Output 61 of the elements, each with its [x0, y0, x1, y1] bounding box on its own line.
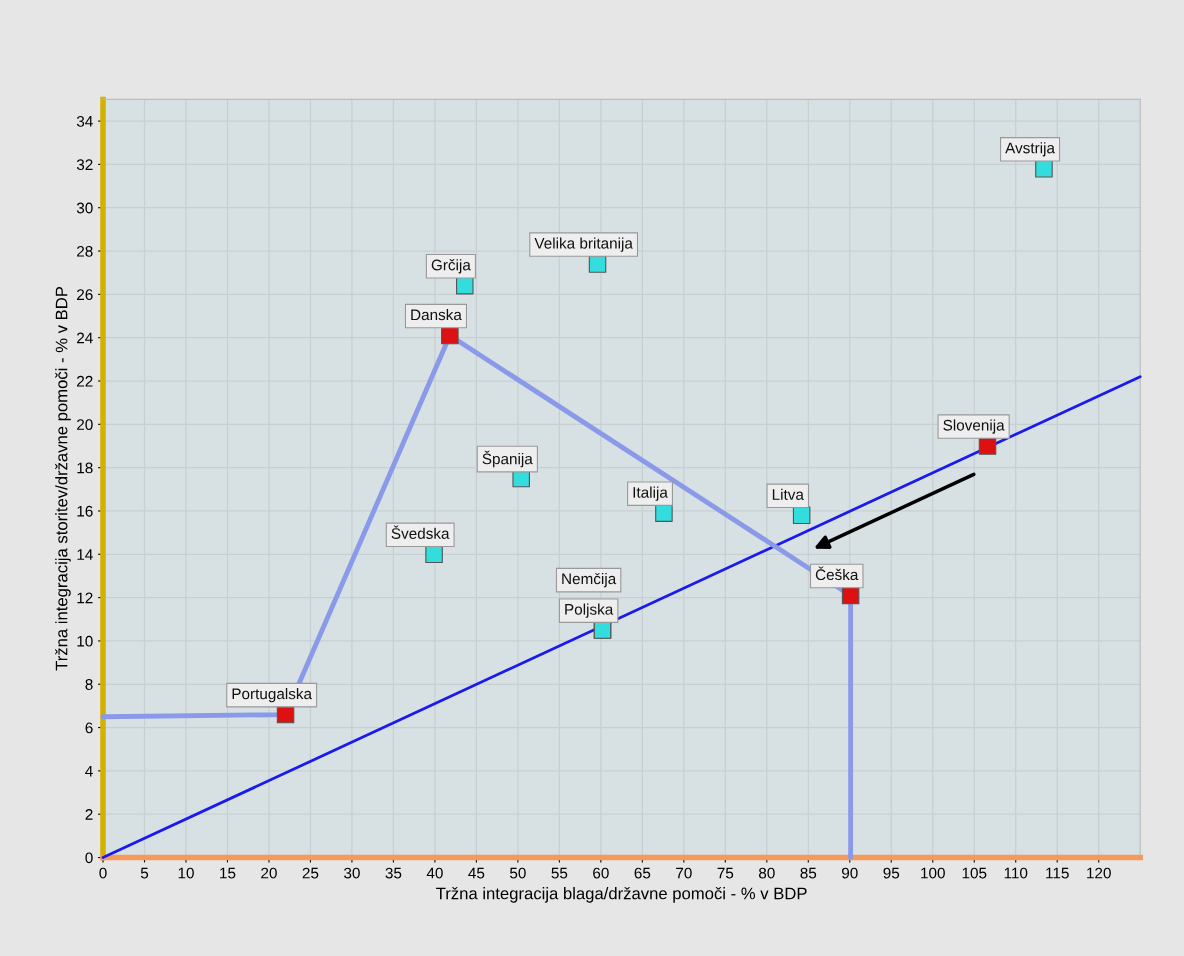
y-tick-label: 6 — [85, 722, 93, 734]
x-tick-label: 85 — [800, 867, 817, 879]
point — [425, 545, 443, 564]
x-tick-label: 80 — [758, 867, 775, 879]
series-label: Avstrija — [1005, 142, 1055, 157]
y-tick-label: 24 — [77, 332, 93, 344]
series-label: Grčija — [431, 259, 471, 274]
x-tick-label: 30 — [344, 867, 360, 879]
y-tick-label: 34 — [76, 115, 93, 127]
text: Nemčija — [562, 572, 617, 588]
y-tick-label: 22 — [77, 375, 93, 387]
y-tick-label: 12 — [77, 592, 93, 604]
x-tick-label: 70 — [676, 867, 692, 879]
y-tick-label: 18 — [77, 462, 93, 474]
x-tick-label: 90 — [842, 867, 858, 879]
x-tick-label: 45 — [468, 867, 485, 879]
x-tick-label: 50 — [510, 867, 526, 879]
x-tick-label: 5 — [140, 867, 149, 879]
x-tick-label: 20 — [261, 867, 277, 879]
series-label: Italija — [633, 486, 668, 501]
x-tick-label: 65 — [634, 867, 651, 879]
series-label: Slovenija — [943, 419, 1005, 434]
series-label: Portugalska — [232, 688, 312, 703]
x-tick-label: 0 — [99, 867, 107, 879]
y-tick-label: 20 — [77, 419, 93, 431]
x-tick-label: 10 — [178, 867, 194, 879]
x-tick-label: 95 — [883, 867, 900, 879]
series-label: Španija — [482, 450, 533, 468]
x-tick-label: 35 — [385, 867, 402, 879]
y-tick-label: 0 — [85, 852, 93, 864]
point — [441, 326, 459, 345]
y-tick-label: 26 — [77, 289, 93, 301]
x-tick-label: 100 — [921, 867, 945, 879]
x-tick-label: 120 — [1087, 867, 1111, 879]
y-tick-label: 2 — [85, 809, 93, 820]
series-label: Danska — [411, 308, 462, 321]
x-tick-label: 25 — [302, 867, 319, 879]
y-tick-label: 8 — [85, 679, 93, 690]
series-label: Češka — [815, 566, 859, 581]
series-label: Poljska — [565, 603, 614, 618]
x-tick-label: 15 — [220, 867, 236, 879]
y-tick-label: 14 — [77, 549, 93, 560]
x-tick-label: 110 — [1004, 867, 1028, 879]
y-tick-label: 30 — [76, 202, 93, 214]
x-axis-title: Tržna integracija blaga/državne pomoči - % v BDP — [436, 887, 807, 903]
x-tick-label: 55 — [551, 867, 568, 879]
y-tick-label: 28 — [77, 245, 93, 257]
series-label: Litva — [772, 488, 804, 500]
x-tick-label: 115 — [1046, 867, 1069, 879]
x-tick-label: 105 — [962, 867, 987, 879]
y-tick-label: 10 — [77, 635, 93, 647]
point — [655, 504, 673, 522]
x-tick-label: 40 — [426, 867, 443, 879]
y-tick-label: 4 — [85, 765, 93, 777]
x-tick-label: 60 — [593, 867, 609, 879]
series-label: Velika britanija — [534, 237, 633, 252]
series-label: Švedska — [391, 525, 450, 539]
y-tick-label: 32 — [76, 159, 93, 171]
y-axis-title: Tržna integracija storitev/državne pomoči - % v BDP — [55, 287, 71, 671]
x-tick-label: 75 — [717, 867, 734, 879]
y-tick-label: 16 — [77, 505, 93, 517]
